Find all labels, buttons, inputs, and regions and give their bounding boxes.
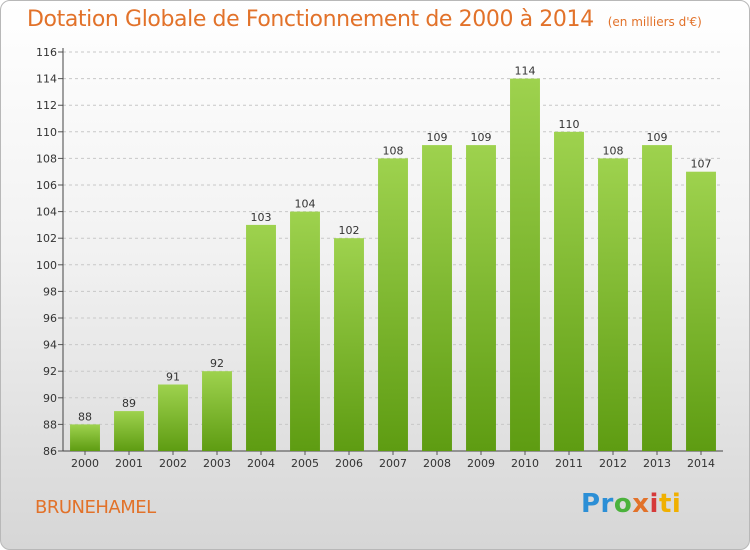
y-tick-label: 100: [36, 259, 57, 272]
y-tick-label: 92: [43, 365, 57, 378]
bar-2008: [422, 145, 452, 451]
commune-name: BRUNEHAMEL: [35, 497, 156, 518]
chart-title: Dotation Globale de Fonctionnement de 20…: [27, 7, 702, 32]
x-tick-label: 2009: [467, 457, 495, 470]
bar-2009: [466, 145, 496, 451]
y-tick-label: 106: [36, 179, 57, 192]
data-label: 109: [427, 131, 448, 144]
logo-part-3: x: [632, 489, 650, 519]
data-label: 102: [339, 224, 360, 237]
x-tick-label: 2010: [511, 457, 539, 470]
bar-2005: [290, 211, 320, 451]
data-label: 89: [122, 397, 136, 410]
x-tick-label: 2008: [423, 457, 451, 470]
data-label: 91: [166, 371, 180, 384]
data-label: 114: [515, 65, 536, 78]
data-label: 92: [210, 357, 224, 370]
y-tick-label: 96: [43, 312, 57, 325]
y-tick-label: 110: [36, 126, 57, 139]
data-label: 108: [383, 144, 404, 157]
logo-part-2: o: [613, 489, 633, 519]
bar-2013: [642, 145, 672, 451]
data-label: 107: [691, 158, 712, 171]
x-tick-label: 2014: [687, 457, 715, 470]
bar-2000: [70, 424, 100, 451]
logo-part-5: ti: [658, 489, 682, 519]
bar-2012: [598, 158, 628, 451]
bar-2004: [246, 224, 276, 451]
x-tick-label: 2011: [555, 457, 583, 470]
chart-title-text: Dotation Globale de Fonctionnement de 20…: [27, 7, 594, 32]
x-tick-label: 2003: [203, 457, 231, 470]
x-tick-label: 2012: [599, 457, 627, 470]
data-label: 103: [251, 211, 272, 224]
bar-2001: [114, 411, 144, 451]
x-tick-label: 2013: [643, 457, 671, 470]
data-label: 109: [471, 131, 492, 144]
data-label: 109: [647, 131, 668, 144]
y-tick-label: 116: [36, 46, 57, 59]
data-label: 110: [559, 118, 580, 131]
data-label: 108: [603, 144, 624, 157]
data-label: 104: [295, 198, 316, 211]
bar-2011: [554, 131, 584, 452]
x-tick-label: 2006: [335, 457, 363, 470]
data-label: 88: [78, 410, 92, 423]
x-tick-label: 2005: [291, 457, 319, 470]
x-tick-label: 2000: [71, 457, 99, 470]
proxiti-logo: Proxiti: [581, 489, 681, 519]
logo-part-1: Pr: [581, 489, 614, 519]
y-tick-label: 98: [43, 285, 57, 298]
y-tick-label: 104: [36, 206, 57, 219]
bar-2014: [686, 171, 716, 451]
y-tick-label: 102: [36, 232, 57, 245]
chart-subtitle: (en milliers d'€): [607, 15, 702, 29]
x-tick-label: 2007: [379, 457, 407, 470]
logo-part-4: i: [649, 489, 659, 519]
x-tick-label: 2004: [247, 457, 275, 470]
x-tick-label: 2002: [159, 457, 187, 470]
bar-2007: [378, 158, 408, 451]
y-tick-label: 86: [43, 445, 57, 458]
bar-2010: [510, 78, 540, 451]
y-tick-label: 90: [43, 392, 57, 405]
y-tick-label: 88: [43, 418, 57, 431]
y-tick-label: 114: [36, 73, 57, 86]
y-tick-label: 94: [43, 339, 57, 352]
y-tick-label: 108: [36, 152, 57, 165]
bar-2006: [334, 238, 364, 451]
bar-2002: [158, 384, 188, 451]
x-tick-label: 2001: [115, 457, 143, 470]
bar-2003: [202, 371, 232, 451]
y-tick-label: 112: [36, 99, 57, 112]
